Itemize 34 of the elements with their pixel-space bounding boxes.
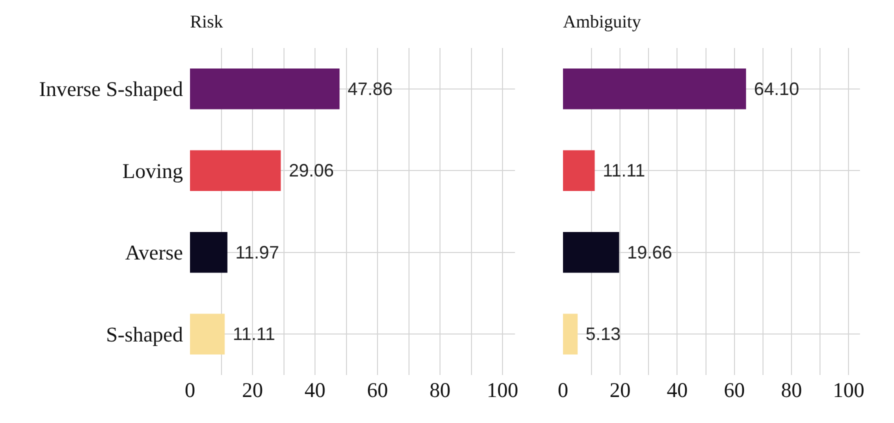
bar bbox=[563, 68, 746, 110]
x-tick-label: 40 bbox=[304, 378, 326, 402]
bar bbox=[563, 150, 595, 192]
x-tick-label: 20 bbox=[610, 378, 631, 402]
x-tick-label: 60 bbox=[724, 378, 745, 402]
bar bbox=[190, 150, 281, 192]
y-tick-label: S-shaped bbox=[106, 322, 184, 346]
chart-title: Risk bbox=[190, 11, 224, 32]
data-label: 5.13 bbox=[580, 324, 621, 344]
bar bbox=[563, 232, 620, 273]
y-tick-label: Averse bbox=[125, 240, 183, 265]
chart-title: Ambiguity bbox=[563, 11, 642, 32]
y-tick-label: Inverse S-shaped bbox=[38, 77, 184, 102]
data-label: 47.86 bbox=[342, 78, 393, 99]
x-tick-label: 60 bbox=[367, 378, 388, 402]
x-tick-label: 0 bbox=[558, 378, 568, 402]
data-label: 11.97 bbox=[230, 242, 280, 262]
data-label: 11.11 bbox=[228, 324, 276, 344]
x-tick-label: 20 bbox=[242, 378, 263, 402]
bar bbox=[190, 68, 340, 110]
data-label: 19.66 bbox=[622, 242, 672, 262]
x-tick-label: 40 bbox=[666, 378, 688, 402]
data-label: 11.11 bbox=[598, 160, 646, 181]
x-tick-label: 100 bbox=[832, 378, 864, 402]
x-tick-label: 0 bbox=[184, 378, 196, 402]
x-tick-label: 80 bbox=[430, 378, 450, 402]
y-tick-label: Loving bbox=[122, 158, 184, 183]
data-label: 64.10 bbox=[749, 78, 800, 99]
x-tick-label: 80 bbox=[780, 378, 802, 402]
bar bbox=[190, 314, 225, 355]
x-tick-label: 100 bbox=[486, 378, 518, 402]
data-label: 29.06 bbox=[284, 160, 334, 181]
bar bbox=[563, 314, 578, 355]
bar bbox=[190, 232, 228, 273]
